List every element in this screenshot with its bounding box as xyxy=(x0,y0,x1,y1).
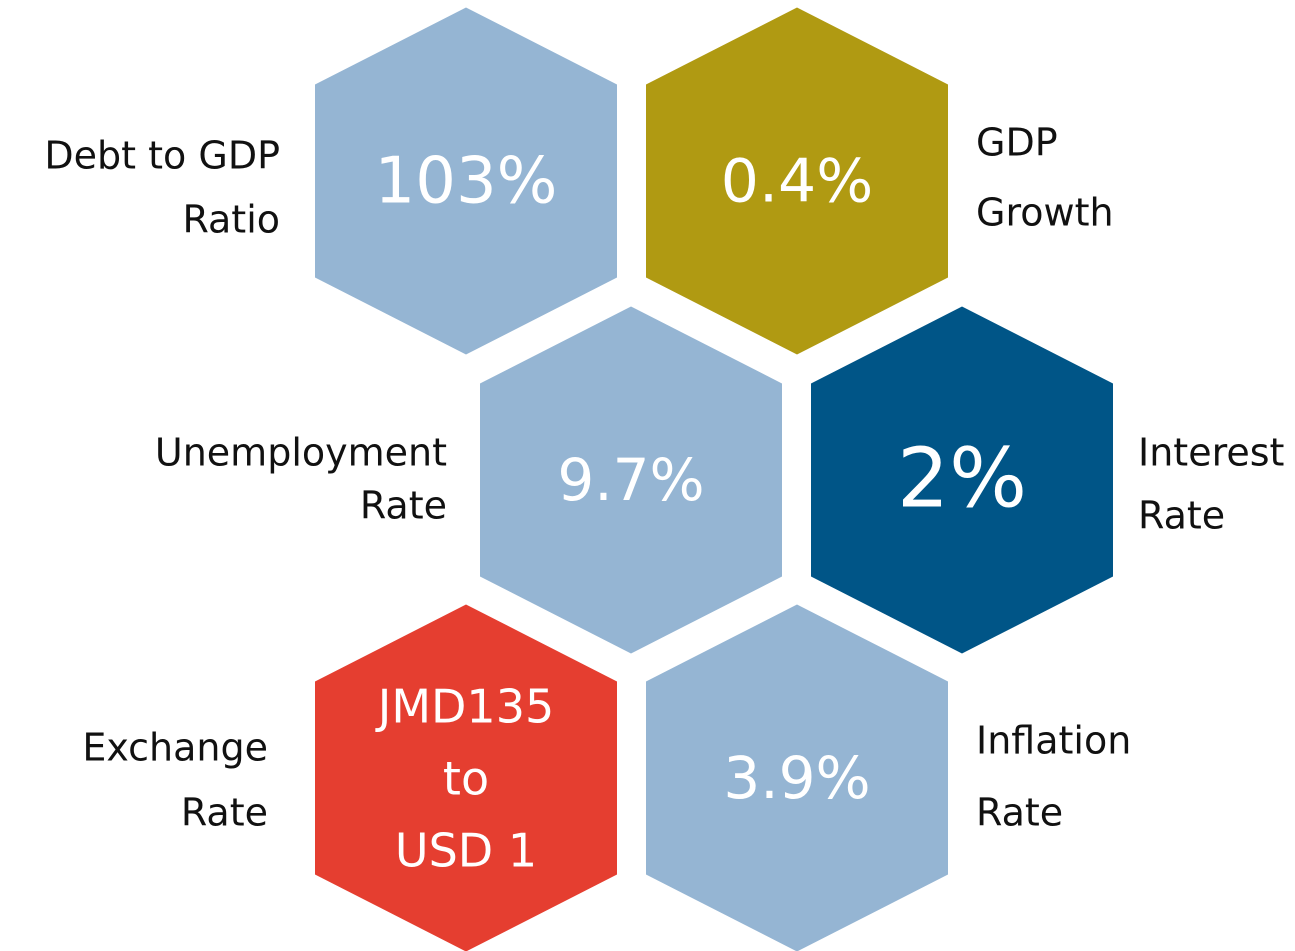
hexagon-value: JMD135 xyxy=(375,680,554,734)
hexagon-label: Exchange xyxy=(82,726,268,770)
hexagon xyxy=(646,604,948,951)
hexagon-label: Rate xyxy=(181,791,268,835)
hexagon xyxy=(646,7,948,355)
hexagon-value: to xyxy=(443,752,489,806)
hexagon-label: Inflation xyxy=(976,719,1131,763)
hexagon-label: Rate xyxy=(360,484,447,528)
hexagon-value: USD 1 xyxy=(395,824,537,878)
hexagon xyxy=(480,306,782,654)
hexagon-label: Unemployment xyxy=(155,431,447,475)
hexagon-label: Ratio xyxy=(182,198,280,242)
hexagon xyxy=(811,306,1113,654)
hexagon-label: Rate xyxy=(1138,494,1225,538)
hexagon-value: 0.4% xyxy=(721,147,873,217)
hexagon-label: Growth xyxy=(976,191,1114,235)
hexagon-value: 2% xyxy=(897,431,1027,526)
hexagon-value: 103% xyxy=(375,145,558,219)
hexagon-value: 9.7% xyxy=(557,446,704,514)
hexagon-label: Debt to GDP xyxy=(44,134,280,178)
hexagon xyxy=(315,7,617,355)
hexagon xyxy=(315,604,617,951)
hexagon-value: 3.9% xyxy=(723,744,870,812)
hexagon-label: Rate xyxy=(976,791,1063,835)
hexagon-label: Interest xyxy=(1138,431,1284,475)
hexagon-label: GDP xyxy=(976,121,1058,165)
